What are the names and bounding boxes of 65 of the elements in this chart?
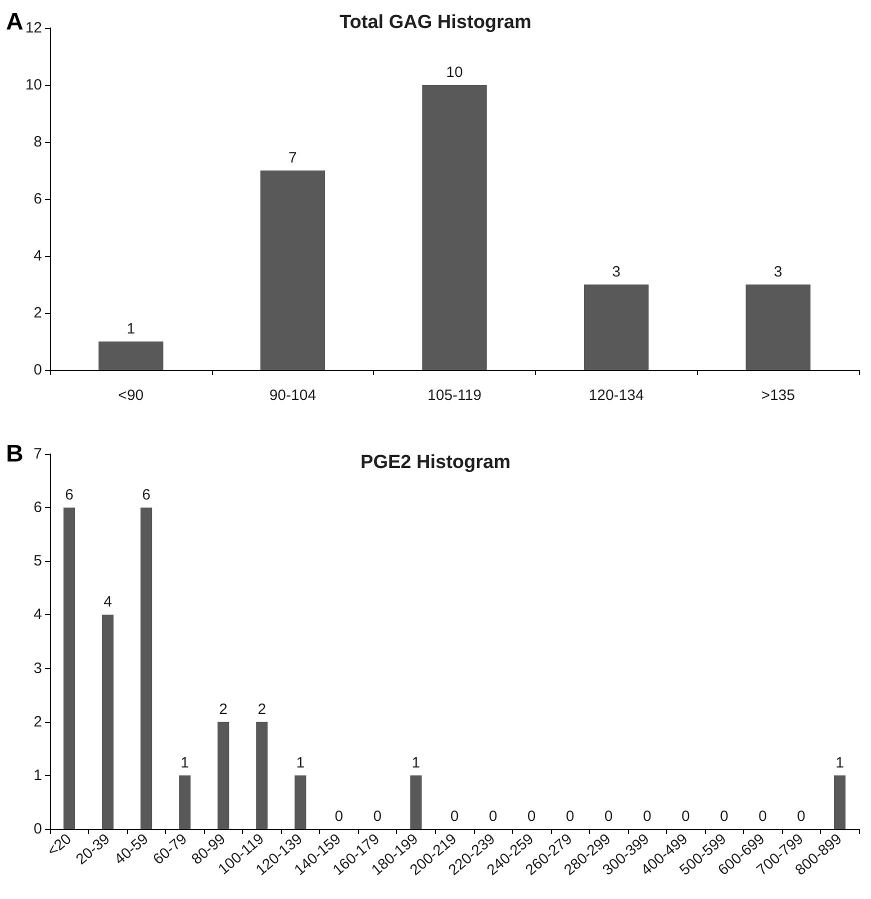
- data-label: 0: [758, 808, 767, 825]
- y-tick-label: 4: [34, 248, 42, 264]
- data-label: 10: [446, 64, 463, 81]
- data-label: 6: [65, 486, 74, 504]
- y-tick-label: 7: [34, 446, 42, 462]
- data-label: 0: [604, 808, 613, 825]
- y-tick-label: 6: [34, 499, 42, 516]
- y-tick-label: 2: [34, 713, 42, 730]
- data-label: 0: [334, 808, 344, 825]
- data-label: 0: [488, 808, 498, 825]
- data-label: 2: [219, 700, 228, 718]
- x-tick-label: 90-104: [269, 387, 316, 404]
- data-label: 0: [373, 808, 382, 825]
- bar: [179, 775, 191, 829]
- x-tick-label: 120-134: [588, 387, 644, 404]
- y-tick-label: 0: [34, 820, 42, 838]
- data-label: 6: [142, 486, 150, 504]
- text: A: [6, 8, 24, 36]
- bar: [746, 284, 810, 370]
- chart-title: PGE2 Histogram: [360, 452, 510, 473]
- data-label: 1: [180, 754, 190, 772]
- bar: [102, 614, 114, 829]
- bar: [834, 775, 846, 829]
- data-label: 0: [566, 808, 574, 825]
- chart-title: Total GAG Histogram: [340, 12, 532, 33]
- y-tick-label: 8: [34, 134, 42, 150]
- y-tick-label: 5: [34, 552, 42, 570]
- x-tick-label: <90: [118, 387, 144, 404]
- bar: [294, 775, 306, 829]
- data-label: 7: [288, 150, 297, 166]
- y-tick-label: 6: [34, 190, 42, 208]
- y-tick-label: 10: [25, 76, 42, 94]
- data-label: 3: [612, 264, 620, 280]
- data-label: 0: [797, 808, 806, 825]
- data-label: 1: [412, 754, 420, 772]
- data-label: 0: [527, 808, 536, 825]
- bar: [260, 170, 326, 370]
- bar: [63, 508, 76, 829]
- data-label: 1: [296, 754, 305, 772]
- y-tick-label: 3: [34, 660, 42, 677]
- x-tick-label: >135: [761, 387, 795, 404]
- x-tick-label: <20: [44, 830, 75, 860]
- data-label: 0: [720, 808, 728, 825]
- x-tick-label: 105-119: [428, 387, 482, 404]
- data-label: 0: [642, 808, 652, 825]
- y-tick-label: 4: [34, 606, 42, 624]
- data-label: 1: [836, 754, 844, 772]
- bar: [98, 342, 164, 370]
- bar: [256, 722, 268, 829]
- y-tick-label: 1: [34, 766, 42, 784]
- y-tick-label: 0: [34, 362, 42, 378]
- bar: [584, 284, 649, 370]
- data-label: 0: [681, 808, 690, 825]
- data-label: 4: [104, 594, 112, 611]
- data-label: 3: [774, 264, 782, 280]
- data-label: 2: [258, 700, 266, 718]
- bar: [422, 85, 487, 370]
- bar: [140, 508, 152, 829]
- y-tick-label: 2: [34, 304, 42, 322]
- text: B: [6, 440, 24, 468]
- bar: [218, 722, 230, 829]
- y-tick-label: 12: [25, 20, 42, 36]
- bar: [410, 775, 422, 829]
- data-label: 1: [126, 320, 136, 338]
- data-label: 0: [450, 808, 459, 825]
